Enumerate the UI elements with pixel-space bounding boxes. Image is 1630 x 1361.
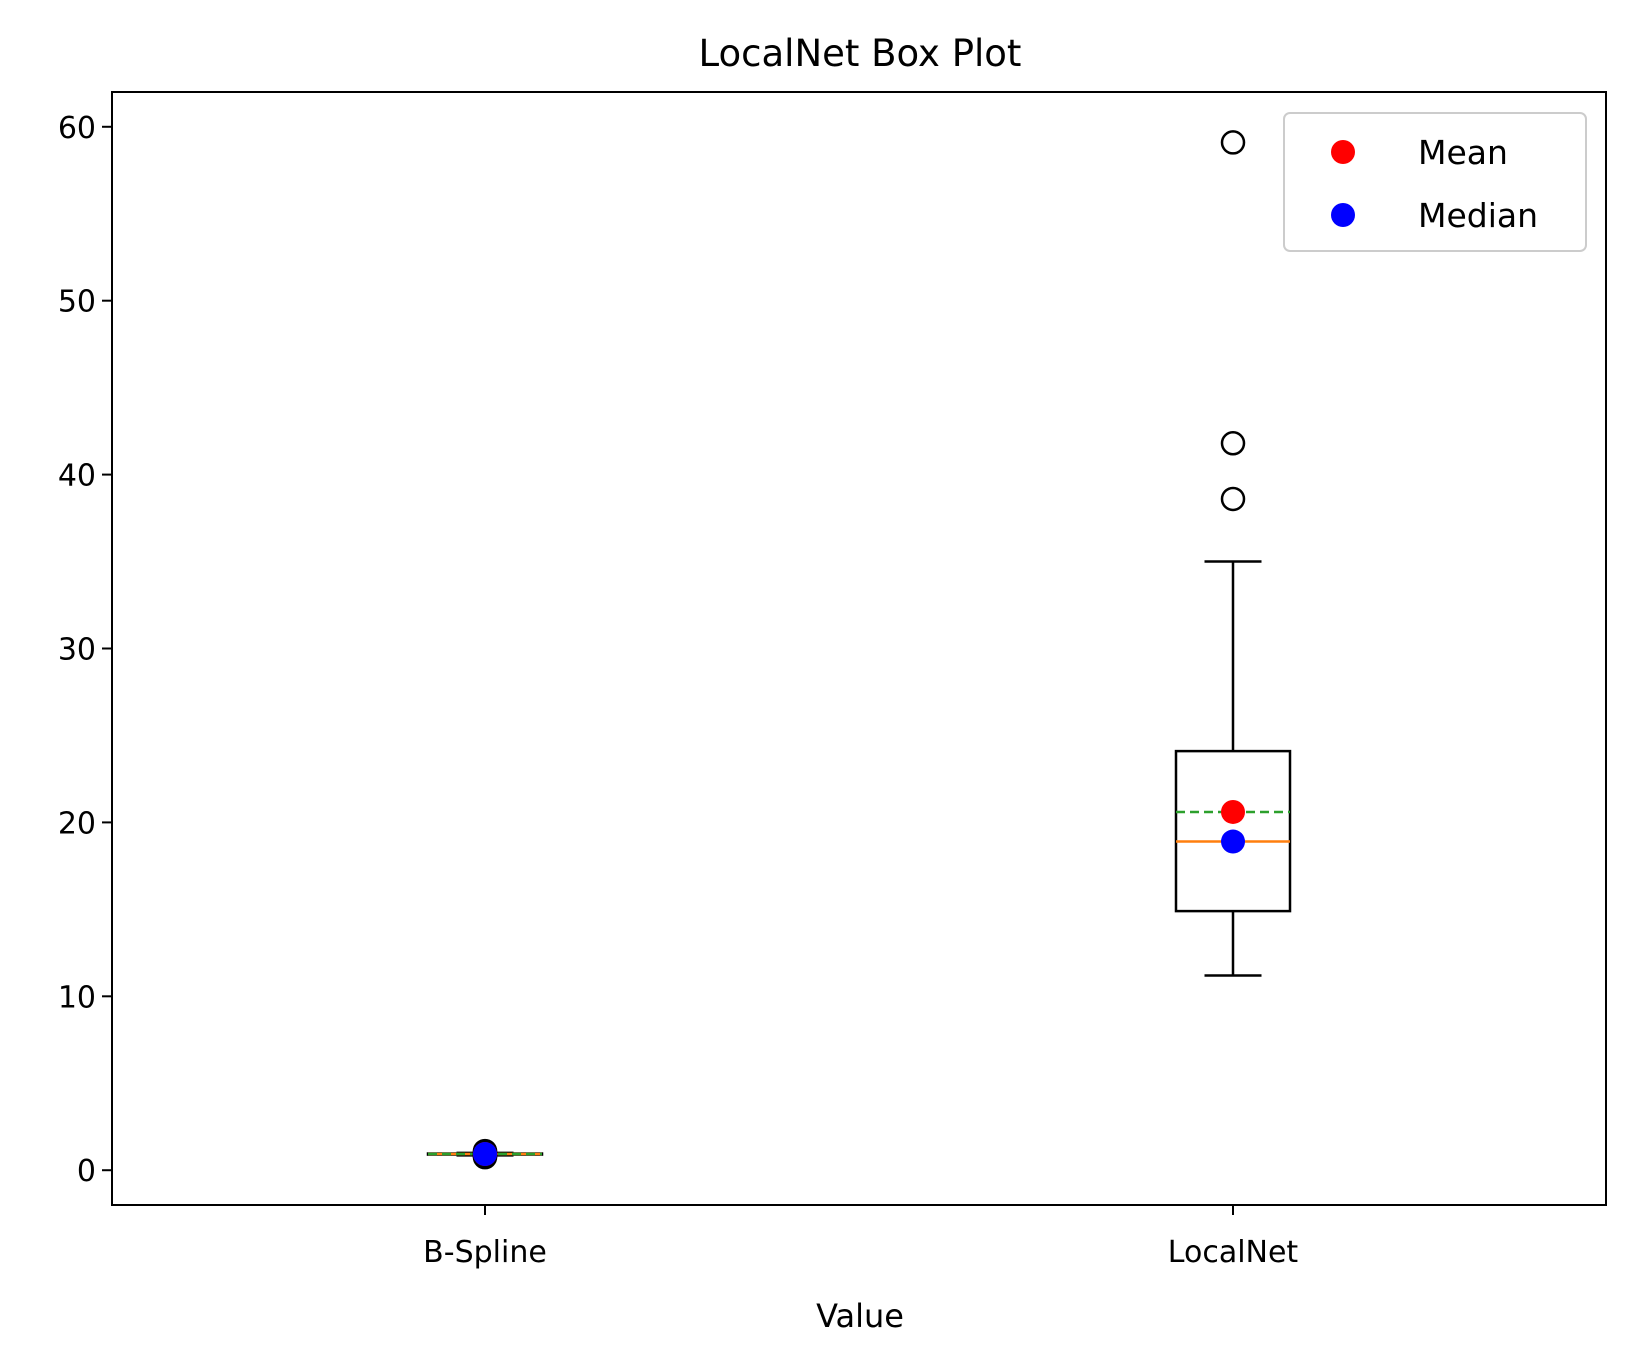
legend: Mean Median — [1283, 112, 1587, 252]
x-tick-label: LocalNet — [1168, 1235, 1299, 1270]
box-b-spline — [426, 1138, 544, 1170]
y-tick-label: 30 — [58, 633, 96, 668]
median-marker — [473, 1142, 497, 1167]
iqr-box — [1174, 749, 1292, 913]
legend-box — [1283, 112, 1587, 252]
box-localnet — [1174, 130, 1292, 977]
legend-label-median: Median — [1418, 196, 1538, 235]
chart-title: LocalNet Box Plot — [699, 32, 1022, 75]
y-tick-label: 0 — [77, 1154, 96, 1189]
legend-marker-mean — [1331, 140, 1355, 164]
plot-area-frame — [111, 91, 1607, 1206]
x-axis: B-Spline LocalNet — [423, 1205, 1298, 1270]
outlier-point — [1220, 431, 1246, 456]
y-tick-label: 10 — [58, 980, 96, 1015]
y-tick-label: 60 — [58, 111, 96, 146]
mean-marker — [1221, 799, 1245, 824]
outlier-point — [1220, 130, 1246, 155]
legend-label-mean: Mean — [1418, 133, 1508, 172]
y-tick-label: 50 — [58, 285, 96, 320]
y-tick-label: 20 — [58, 806, 96, 841]
box-series — [426, 130, 1292, 1170]
outlier-point — [1220, 486, 1246, 512]
x-axis-label: Value — [816, 1297, 904, 1335]
median-marker — [1221, 829, 1245, 854]
x-tick-label: B-Spline — [423, 1235, 547, 1270]
y-axis: 0 10 20 30 40 50 60 — [58, 111, 112, 1189]
legend-marker-median — [1331, 203, 1355, 227]
y-tick-label: 40 — [58, 459, 96, 494]
